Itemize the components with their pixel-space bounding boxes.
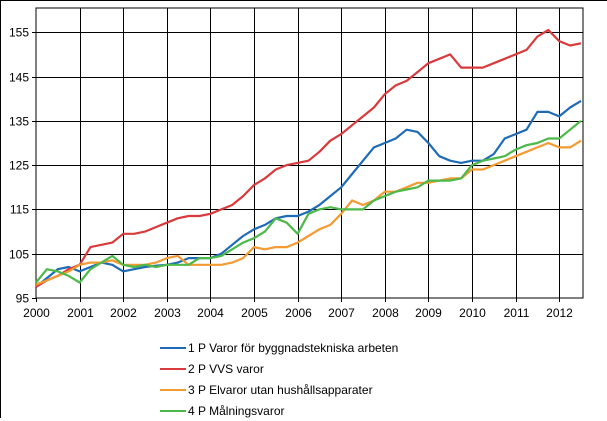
x-tick-label: 2004 [197,306,224,320]
legend-label: 2 P VVS varor [188,361,264,376]
x-tick-label: 2006 [285,306,312,320]
x-tick-label: 2010 [459,306,486,320]
series-line-2 [35,28,582,288]
series-line-4 [35,119,582,284]
x-tick-label: 2012 [546,306,573,320]
series-lines [35,28,582,288]
y-tick-label: 145 [9,71,29,85]
legend-label: 4 P Målningsvaror [188,403,285,418]
gridlines [35,7,584,299]
legend-label: 3 P Elvaror utan hushållsapparater [188,382,373,397]
y-tick-label: 125 [9,159,29,173]
x-tick-label: 2007 [328,306,355,320]
x-tick-label: 2008 [372,306,399,320]
legend-swatch-red [160,367,186,370]
legend-swatch-blue [160,346,186,349]
x-tick-label: 2011 [504,306,530,320]
x-tick-label: 2003 [154,306,181,320]
legend-item-1: 1 P Varor för byggnadstekniska arbeten [160,337,398,358]
y-tick-label: 155 [9,26,29,40]
legend-label: 1 P Varor för byggnadstekniska arbeten [188,340,399,355]
x-tick-label: 2000 [23,306,50,320]
x-tick-label: 2001 [67,306,94,320]
x-tick-label: 2005 [241,306,268,320]
x-tick-label: 2002 [110,306,137,320]
legend-item-4: 4 P Målningsvaror [160,400,398,421]
y-tick-label: 115 [10,203,29,217]
plot-area [35,7,584,299]
y-tick-label: 135 [9,115,29,129]
legend-swatch-green [160,409,186,412]
legend-item-3: 3 P Elvaror utan hushållsapparater [160,379,398,400]
y-tick-label: 105 [9,248,29,262]
legend-item-2: 2 P VVS varor [160,358,398,379]
legend-swatch-orange [160,388,186,391]
y-tick-label: 95 [16,292,30,306]
series-line-1 [35,99,582,288]
axes: 95 105 115 125 135 145 155 2000 2001 2002 2003 2004… [9,26,573,321]
legend: 1 P Varor för byggnadstekniska arbeten 2… [160,337,398,421]
x-tick-label: 2009 [415,306,442,320]
